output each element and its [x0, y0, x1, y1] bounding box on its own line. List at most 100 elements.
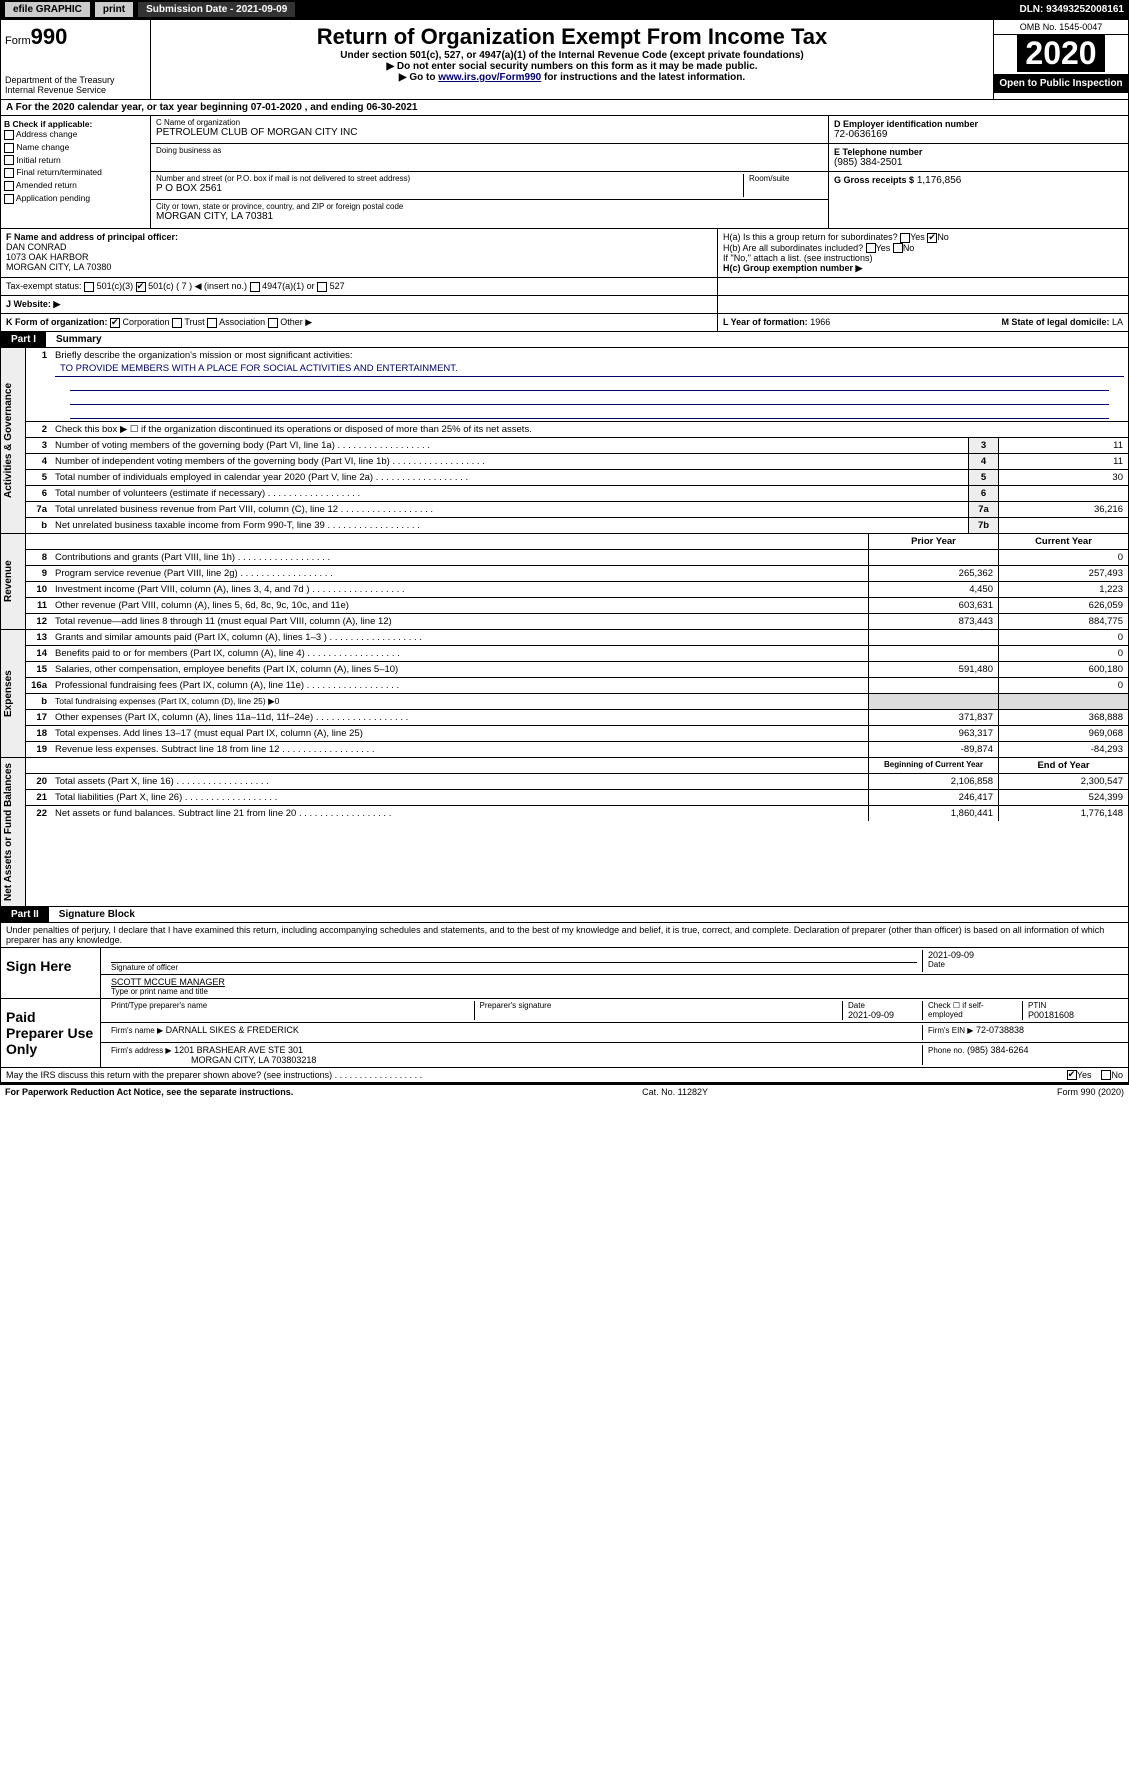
cb-final[interactable] — [4, 168, 14, 178]
p22: 1,860,441 — [868, 806, 998, 821]
hb-no[interactable] — [893, 243, 903, 253]
l20: Total assets (Part X, line 16) — [51, 774, 868, 789]
c11: 626,059 — [998, 598, 1128, 613]
cb-init[interactable] — [4, 155, 14, 165]
print-btn[interactable]: print — [95, 2, 133, 17]
p20: 2,106,858 — [868, 774, 998, 789]
discuss-no[interactable] — [1101, 1070, 1111, 1080]
hb-yes[interactable] — [866, 243, 876, 253]
l10: Investment income (Part VIII, column (A)… — [51, 582, 868, 597]
firm-addr-lbl: Firm's address ▶ — [111, 1046, 172, 1055]
v7b — [998, 518, 1128, 533]
p21: 246,417 — [868, 790, 998, 805]
v4: 11 — [998, 454, 1128, 469]
l1-brief: TO PROVIDE MEMBERS WITH A PLACE FOR SOCI… — [55, 361, 1124, 377]
dept-treasury: Department of the Treasury Internal Reve… — [5, 75, 146, 95]
cb-corp[interactable] — [110, 318, 120, 328]
l22: Net assets or fund balances. Subtract li… — [51, 806, 868, 821]
officer-printed-lbl: Type or print name and title — [111, 987, 1118, 996]
cb-4947[interactable] — [250, 282, 260, 292]
l8: Contributions and grants (Part VIII, lin… — [51, 550, 868, 565]
ptin-lbl: PTIN — [1028, 1001, 1118, 1010]
subdate-btn[interactable]: Submission Date - 2021-09-09 — [138, 2, 295, 17]
l18: Total expenses. Add lines 13–17 (must eq… — [51, 726, 868, 741]
cb-501c[interactable] — [136, 282, 146, 292]
l5: Total number of individuals employed in … — [51, 470, 968, 485]
v3: 11 — [998, 438, 1128, 453]
p16a — [868, 678, 998, 693]
c8: 0 — [998, 550, 1128, 565]
form-org-lbl: K Form of organization: — [6, 317, 108, 327]
vtab-rev: Revenue — [1, 534, 26, 629]
current-hdr: Current Year — [998, 534, 1128, 549]
cb-501c3[interactable] — [84, 282, 94, 292]
colb-hdr: B Check if applicable: — [4, 119, 147, 129]
cb-assoc[interactable] — [207, 318, 217, 328]
pra-notice: For Paperwork Reduction Act Notice, see … — [5, 1087, 293, 1097]
form-header: Form990 Department of the Treasury Inter… — [0, 19, 1129, 100]
p11: 603,631 — [868, 598, 998, 613]
tax-year-line: A For the 2020 calendar year, or tax yea… — [0, 100, 1129, 116]
ha-no[interactable] — [927, 233, 937, 243]
prior-hdr: Prior Year — [868, 534, 998, 549]
tax-status-lbl: Tax-exempt status: — [6, 281, 82, 291]
firm-addr1: 1201 BRASHEAR AVE STE 301 — [174, 1045, 303, 1055]
city: MORGAN CITY, LA 70381 — [156, 211, 823, 222]
p14 — [868, 646, 998, 661]
l4: Number of independent voting members of … — [51, 454, 968, 469]
c10: 1,223 — [998, 582, 1128, 597]
l19: Revenue less expenses. Subtract line 18 … — [51, 742, 868, 757]
discuss-yes[interactable] — [1067, 1070, 1077, 1080]
org-name-lbl: C Name of organization — [156, 118, 823, 127]
officer-lbl: F Name and address of principal officer: — [6, 232, 712, 242]
p12: 873,443 — [868, 614, 998, 629]
cb-trust[interactable] — [172, 318, 182, 328]
v5: 30 — [998, 470, 1128, 485]
firm-ein: 72-0738838 — [976, 1025, 1024, 1035]
l14: Benefits paid to or for members (Part IX… — [51, 646, 868, 661]
c19: -84,293 — [998, 742, 1128, 757]
omb-number: OMB No. 1545-0047 — [994, 20, 1128, 35]
l16b: Total fundraising expenses (Part IX, col… — [51, 694, 868, 709]
c13: 0 — [998, 630, 1128, 645]
c22: 1,776,148 — [998, 806, 1128, 821]
sub3-pre: ▶ Go to — [399, 72, 438, 83]
ein: 72-0636169 — [834, 129, 1123, 140]
cb-527[interactable] — [317, 282, 327, 292]
part1-hdr: Part I — [1, 332, 46, 347]
begin-hdr: Beginning of Current Year — [868, 758, 998, 773]
org-name: PETROLEUM CLUB OF MORGAN CITY INC — [156, 127, 823, 138]
cb-addr[interactable] — [4, 130, 14, 140]
paid-preparer-lbl: Paid Preparer Use Only — [1, 999, 101, 1067]
p10: 4,450 — [868, 582, 998, 597]
hb-note: If "No," attach a list. (see instruction… — [723, 253, 1123, 263]
firm-ein-lbl: Firm's EIN ▶ — [928, 1026, 973, 1035]
cb-name[interactable] — [4, 143, 14, 153]
l3: Number of voting members of the governin… — [51, 438, 968, 453]
phone-lbl: E Telephone number — [834, 147, 1123, 157]
officer-addr2: MORGAN CITY, LA 70380 — [6, 262, 712, 272]
l7b: Net unrelated business taxable income fr… — [51, 518, 968, 533]
firm-addr2: MORGAN CITY, LA 703803218 — [191, 1055, 316, 1065]
cb-amend[interactable] — [4, 181, 14, 191]
l7a: Total unrelated business revenue from Pa… — [51, 502, 968, 517]
efile-btn[interactable]: efile GRAPHIC — [5, 2, 90, 17]
l1: Briefly describe the organization's miss… — [55, 350, 353, 361]
hc-lbl: H(c) Group exemption number ▶ — [723, 263, 1123, 274]
irs-link[interactable]: www.irs.gov/Form990 — [438, 72, 541, 83]
officer-printed: SCOTT MCCUE MANAGER — [111, 977, 1118, 987]
domicile-lbl: M State of legal domicile: — [1001, 317, 1109, 327]
vtab-exp: Expenses — [1, 630, 26, 757]
l21: Total liabilities (Part X, line 26) — [51, 790, 868, 805]
prep-date: 2021-09-09 — [848, 1010, 917, 1020]
ha-yes[interactable] — [900, 233, 910, 243]
cb-other[interactable] — [268, 318, 278, 328]
sign-date-lbl: Date — [928, 960, 1118, 969]
cb-app[interactable] — [4, 194, 14, 204]
firm-phone-lbl: Phone no. — [928, 1046, 964, 1055]
sign-date: 2021-09-09 — [928, 950, 1118, 960]
c16a: 0 — [998, 678, 1128, 693]
l2: Check this box ▶ ☐ if the organization d… — [51, 422, 1128, 437]
firm-phone: (985) 384-6264 — [967, 1045, 1029, 1055]
tax-year: 2020 — [1017, 35, 1104, 72]
